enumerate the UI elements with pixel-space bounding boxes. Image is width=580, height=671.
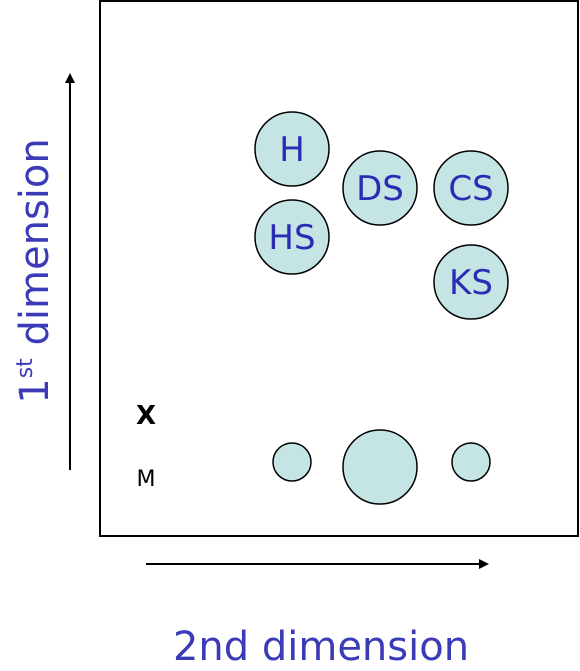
- legend-x-label: X: [136, 401, 156, 431]
- node-ds-circle: [342, 150, 418, 226]
- node-h-circle: [254, 111, 330, 187]
- node-ks: KS: [433, 244, 509, 320]
- y-axis-label-rest: dimension: [12, 138, 58, 358]
- node-ds-label: DS: [356, 169, 404, 209]
- node-h-label: H: [279, 130, 305, 170]
- node-cs-circle: [433, 150, 509, 226]
- size-legend-small-circle-left: [272, 442, 312, 482]
- legend-m-label: M: [137, 467, 156, 492]
- node-hs-circle: [254, 199, 330, 275]
- plot-frame: [99, 0, 579, 537]
- node-hs-label: HS: [268, 218, 315, 258]
- node-ds: DS: [342, 150, 418, 226]
- x-axis-label: 2nd dimension: [173, 624, 469, 670]
- node-h: H: [254, 111, 330, 187]
- y-axis-label-main: 1: [12, 378, 58, 403]
- node-ks-circle: [433, 244, 509, 320]
- y-axis-label: 1st dimension: [12, 138, 58, 403]
- node-cs-label: CS: [448, 169, 493, 209]
- node-hs: HS: [254, 199, 330, 275]
- node-cs: CS: [433, 150, 509, 226]
- size-legend-small-circle-right: [451, 442, 491, 482]
- y-axis-label-sup: st: [13, 358, 38, 378]
- node-ks-label: KS: [449, 263, 493, 303]
- size-legend-large-circle: [342, 429, 418, 505]
